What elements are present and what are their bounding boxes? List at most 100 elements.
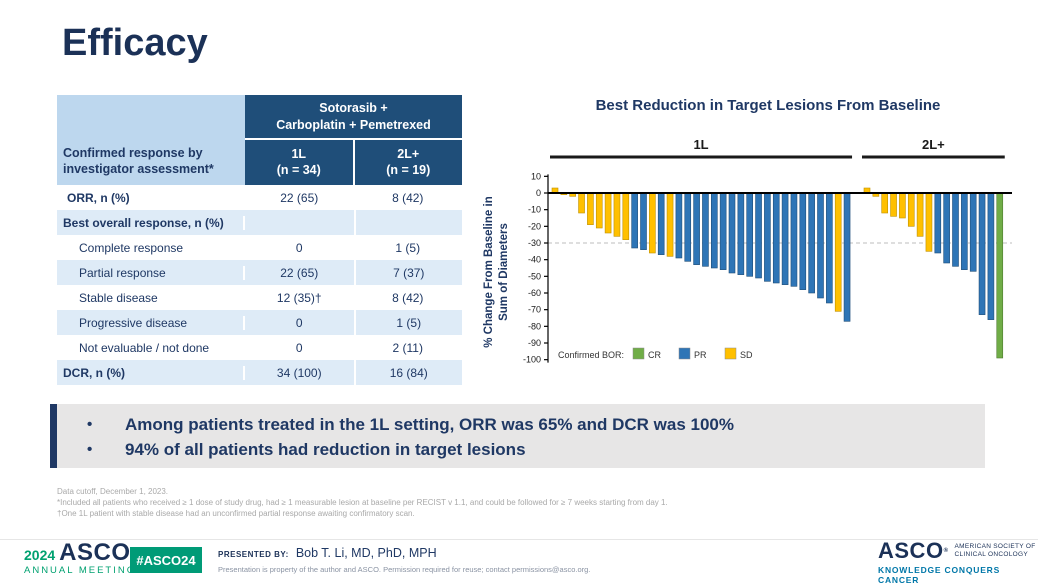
legend-swatch-cr xyxy=(632,347,645,360)
callout-body: Among patients treated in the 1L setting… xyxy=(57,404,985,468)
table-row: Not evaluable / not done 0 2 (11) xyxy=(57,335,462,360)
waterfall-bar xyxy=(961,192,968,270)
y-tick-label: 0 xyxy=(536,188,541,198)
table-row: ORR, n (%) 22 (65) 8 (42) xyxy=(57,185,462,210)
society-name: AMERICAN SOCIETY OF CLINICAL ONCOLOGY xyxy=(954,543,1035,559)
legend-swatch-pr xyxy=(678,347,691,360)
y-tick-label: -80 xyxy=(528,321,541,331)
waterfall-bar xyxy=(781,192,789,285)
waterfall-bar xyxy=(952,192,959,267)
cell-1l: 0 xyxy=(295,315,303,330)
waterfall-bar xyxy=(551,187,559,194)
waterfall-bar xyxy=(943,192,950,264)
cell-2l: 2 (11) xyxy=(392,340,423,355)
group-label: 2L+ xyxy=(922,137,945,152)
ylabel-line1: % Change From Baseline in xyxy=(483,196,495,348)
waterfall-bar xyxy=(790,192,798,287)
waterfall-bar xyxy=(843,192,851,322)
legend-swatch-sd xyxy=(724,347,737,360)
permission-text: Presentation is property of the author a… xyxy=(218,565,591,574)
table-group-header: Sotorasib + Carboplatin + Pemetrexed xyxy=(245,95,462,140)
table-row: Best overall response, n (%) xyxy=(57,210,462,235)
table-row: Complete response 0 1 (5) xyxy=(57,235,462,260)
presented-by-label: PRESENTED BY: xyxy=(218,550,289,559)
page-title: Efficacy xyxy=(62,22,208,64)
waterfall-bar xyxy=(969,192,977,272)
waterfall-bar xyxy=(826,192,833,304)
waterfall-bar xyxy=(649,192,656,254)
y-tick-label: -30 xyxy=(528,238,541,248)
waterfall-bar xyxy=(595,192,603,229)
waterfall-bar xyxy=(710,192,718,269)
row-label: Stable disease xyxy=(79,290,158,305)
row-label: Progressive disease xyxy=(57,315,245,330)
asco-logo-text: ASCO xyxy=(59,539,131,566)
chart-y-axis-label: % Change From Baseline in Sum of Diamete… xyxy=(482,172,514,372)
table-row: Stable disease 12 (35)† 8 (42) xyxy=(57,285,462,310)
waterfall-bar xyxy=(560,192,568,195)
bullet-item: 94% of all patients had reduction in tar… xyxy=(87,437,975,462)
column-header-2l: 2L+ (n = 19) xyxy=(352,140,462,185)
callout-accent-bar xyxy=(50,404,57,468)
cell-1l: 22 (65) xyxy=(280,265,319,280)
waterfall-bar xyxy=(772,192,780,284)
waterfall-bar xyxy=(569,192,577,197)
col1-line1: 1L xyxy=(291,146,307,161)
society-line1: AMERICAN SOCIETY OF xyxy=(954,542,1036,550)
legend-entry-label: PR xyxy=(694,350,707,360)
waterfall-bar xyxy=(978,192,986,315)
table-group-header-block: Sotorasib + Carboplatin + Pemetrexed 1L … xyxy=(245,95,462,185)
footnote-line: *Included all patients who received ≥ 1 … xyxy=(57,498,668,507)
row-label: Complete response xyxy=(79,240,184,255)
y-tick-label: -20 xyxy=(528,221,541,231)
society-line2: CLINICAL ONCOLOGY xyxy=(954,551,1028,558)
table-corner-label: Confirmed response by investigator asses… xyxy=(57,95,245,185)
ylabel-line2: Sum of Diameters xyxy=(498,223,510,321)
table-row: Partial response 22 (65) 7 (37) xyxy=(57,260,462,285)
row-label: DCR, n (%) xyxy=(57,365,245,380)
waterfall-bar xyxy=(737,192,745,275)
hashtag-badge: #ASCO24 xyxy=(130,547,202,573)
waterfall-bar xyxy=(640,192,647,250)
y-tick-label: -100 xyxy=(523,355,541,365)
waterfall-bar xyxy=(881,192,889,214)
footnote-line: †One 1L patient with stable disease had … xyxy=(57,509,415,518)
y-tick-label: -60 xyxy=(528,288,541,298)
waterfall-bar xyxy=(872,192,880,197)
row-label: Not evaluable / not done xyxy=(79,340,210,355)
footnote-line: Data cutoff, December 1, 2023. xyxy=(57,487,169,496)
cell-2l: 1 (5) xyxy=(395,240,421,255)
cell-2l xyxy=(353,210,463,235)
presenter-block: PRESENTED BY: Bob T. Li, MD, PhD, MPH Pr… xyxy=(218,546,590,574)
waterfall-bar xyxy=(631,192,638,249)
cell-1l: 0 xyxy=(295,340,303,355)
waterfall-bar xyxy=(604,192,612,234)
efficacy-table: Confirmed response by investigator asses… xyxy=(57,95,462,385)
y-tick-label: -90 xyxy=(528,338,541,348)
asco-society-logo: ASCO® AMERICAN SOCIETY OF CLINICAL ONCOL… xyxy=(878,540,1038,584)
waterfall-bar xyxy=(622,192,630,240)
y-tick-label: -50 xyxy=(528,271,541,281)
cell-2l: 8 (42) xyxy=(392,190,424,205)
row-label: ORR, n (%) xyxy=(67,190,130,205)
waterfall-bar xyxy=(666,192,674,257)
registered-mark: ® xyxy=(943,548,949,554)
waterfall-bar xyxy=(916,192,924,237)
table-header: Confirmed response by investigator asses… xyxy=(57,95,462,185)
footer-divider xyxy=(0,539,1038,540)
col1-line2: (n = 34) xyxy=(276,162,321,177)
waterfall-bar xyxy=(755,192,762,279)
asco-tagline: KNOWLEDGE CONQUERS CANCER xyxy=(878,565,1001,584)
presenter-name: Bob T. Li, MD, PhD, MPH xyxy=(295,546,437,560)
waterfall-bar xyxy=(907,192,915,227)
col2-line1: 2L+ xyxy=(397,146,420,161)
waterfall-bar xyxy=(693,192,700,265)
table-row: DCR, n (%) 34 (100) 16 (84) xyxy=(57,360,462,385)
legend-label: Confirmed BOR: xyxy=(558,350,624,360)
y-tick-label: 10 xyxy=(531,171,541,181)
waterfall-bar xyxy=(746,192,754,277)
asco-annual-meeting-logo: 2024 ASCO ANNUAL MEETING xyxy=(24,539,136,577)
waterfall-bar xyxy=(808,192,815,294)
footnotes: Data cutoff, December 1, 2023. *Included… xyxy=(57,486,668,519)
